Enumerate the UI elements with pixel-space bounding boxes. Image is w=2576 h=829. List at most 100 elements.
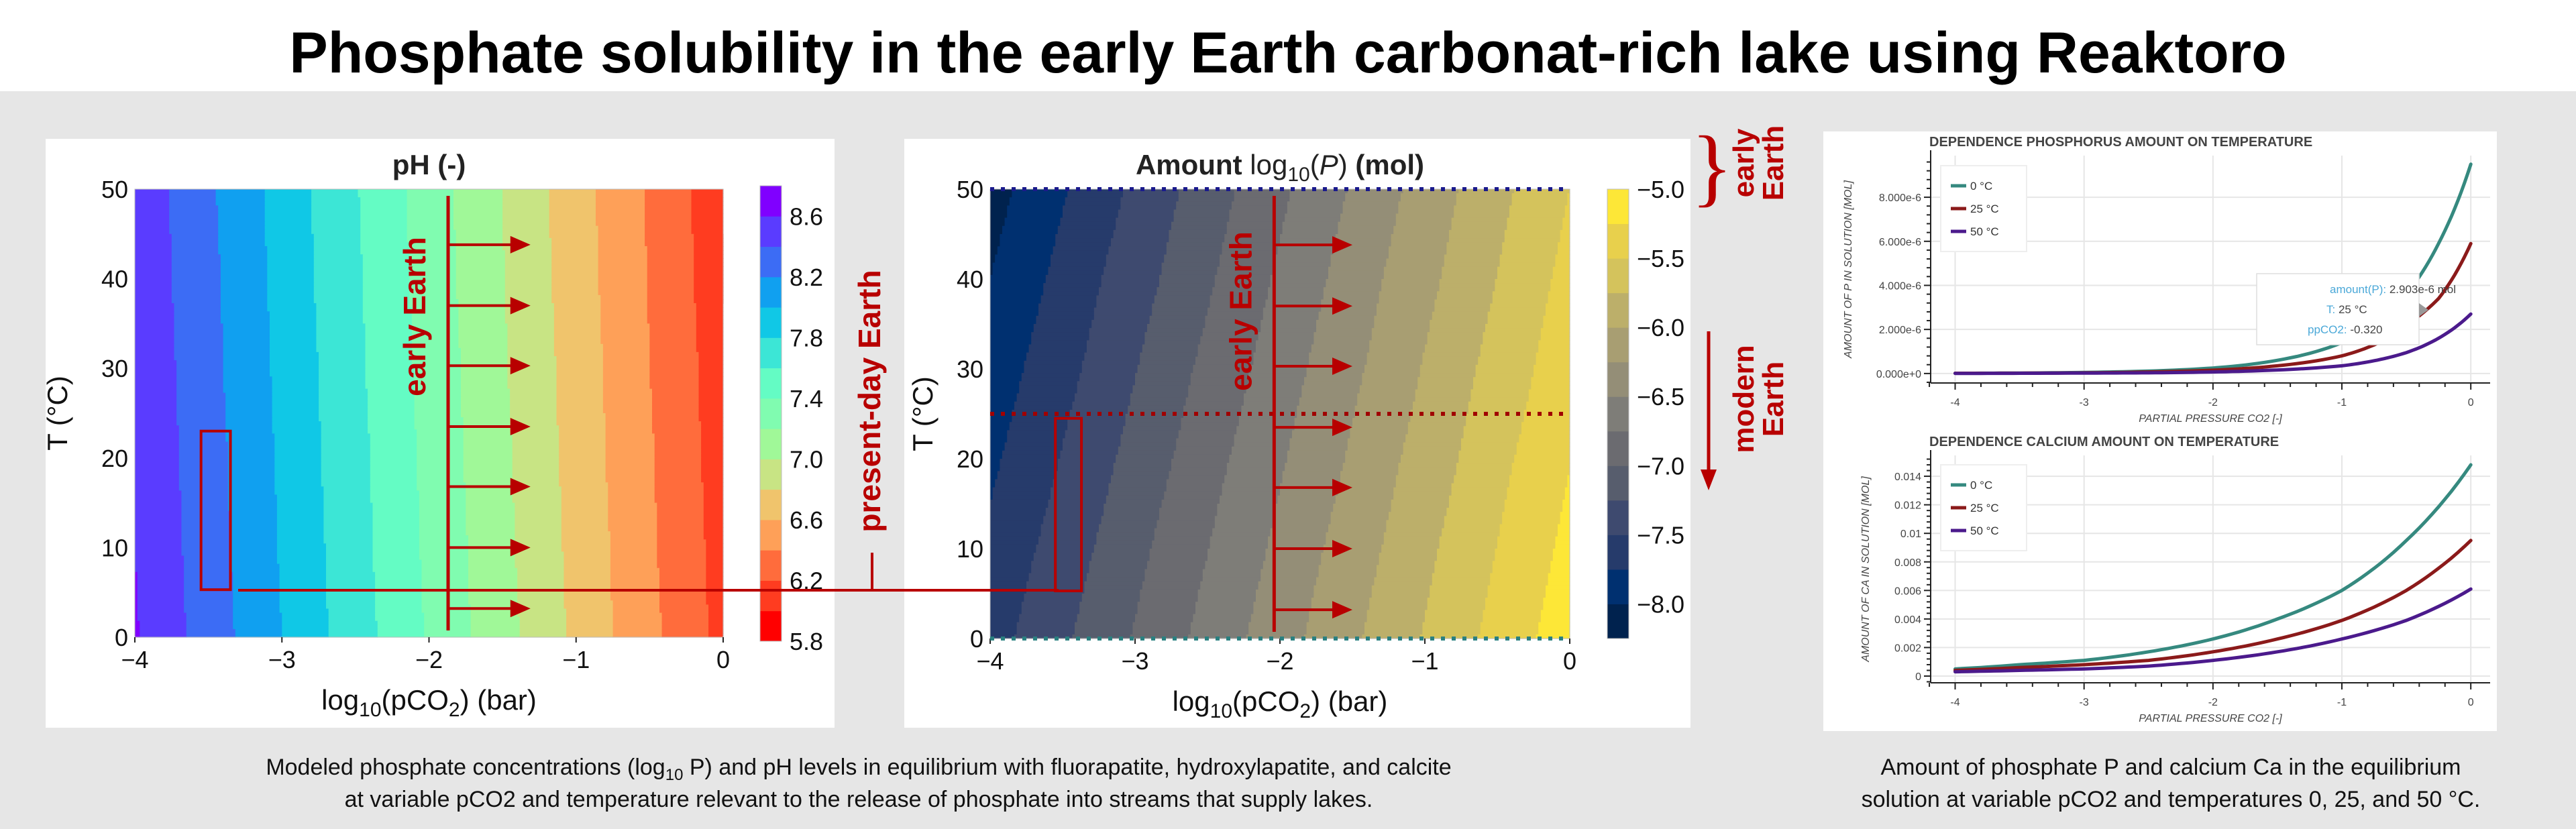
heatmap-cell <box>463 449 513 455</box>
heatmap-cell <box>654 490 704 496</box>
heatmap-cell <box>1091 553 1150 557</box>
heatmap-cell <box>512 449 559 455</box>
heatmap-cell <box>135 518 182 524</box>
heatmap-cell <box>990 499 1049 504</box>
heatmap-cell <box>319 372 366 377</box>
heatmap-cell <box>272 421 322 426</box>
heatmap-cell <box>409 303 459 308</box>
heatmap-cell <box>1297 405 1356 410</box>
heatmap-cell <box>321 474 371 479</box>
heatmap-cell <box>694 237 724 243</box>
heatmap-cell <box>549 217 596 223</box>
heatmap-cell <box>135 527 182 532</box>
heatmap-cell <box>1140 589 1199 594</box>
legend-label: 25 °C <box>1970 203 1999 215</box>
heatmap-cell <box>135 388 177 394</box>
heatmap-cell <box>223 376 273 381</box>
heatmap-cell <box>362 290 410 296</box>
heatmap-cell <box>694 299 724 304</box>
heatmap-cell <box>1468 405 1527 410</box>
heatmap-cell <box>468 543 515 548</box>
colorbar-band <box>1607 223 1629 259</box>
heatmap-cell <box>990 463 1000 467</box>
amount-panel <box>1823 131 2497 731</box>
heatmap-cell <box>1040 299 1097 305</box>
heatmap-cell <box>417 433 464 439</box>
heatmap-cell <box>1437 295 1493 300</box>
heatmap-cell <box>1422 626 1481 631</box>
heatmap-cell <box>652 396 699 402</box>
heatmap-cell <box>652 404 699 410</box>
heatmap-cell <box>1318 315 1375 321</box>
heatmap-cell <box>311 217 361 223</box>
heatmap-cell <box>1036 319 1092 325</box>
heatmap-cell <box>1089 565 1148 570</box>
y-tick-label: 0.002 <box>1894 643 1921 654</box>
heatmap-cell <box>556 364 604 369</box>
heatmap-cell <box>701 457 724 463</box>
heatmap-cell <box>1051 491 1109 496</box>
heatmap-cell <box>323 527 374 532</box>
arrow-right-icon <box>510 235 531 254</box>
heatmap-cell <box>654 465 702 471</box>
heatmap-cell <box>1285 217 1341 223</box>
heatmap-cell <box>1000 459 1059 463</box>
heatmap-cell <box>461 392 511 398</box>
heatmap-cell <box>230 523 278 528</box>
heatmap-cell <box>1543 319 1570 325</box>
heatmap-cell <box>561 498 608 504</box>
heatmap-cell <box>515 531 562 536</box>
heatmap-cell <box>1313 585 1373 590</box>
heatmap-cell <box>1567 201 1570 206</box>
heatmap-cell <box>1434 307 1491 313</box>
heatmap-cell <box>1154 528 1213 533</box>
heatmap-cell <box>135 433 180 439</box>
heatmap-cell <box>1190 630 1249 635</box>
heatmap-cell <box>276 531 324 536</box>
heatmap-cell <box>368 400 415 406</box>
heatmap-cell <box>279 600 327 605</box>
heatmap-cell <box>365 347 413 353</box>
heatmap-cell <box>1132 389 1189 394</box>
side-early-label: early <box>1727 128 1760 197</box>
x-axis-label-part: 2 <box>449 699 460 721</box>
heatmap-cell <box>1480 352 1537 357</box>
heatmap-cell <box>186 612 233 618</box>
heatmap-cell <box>1169 229 1228 235</box>
heatmap-cell <box>694 258 724 263</box>
heatmap-cell <box>186 624 233 630</box>
heatmap-cell <box>1253 356 1309 362</box>
heatmap-cell <box>1555 262 1570 268</box>
heatmap-cell <box>270 311 317 316</box>
heatmap-cell <box>1425 614 1483 619</box>
heatmap-cell <box>553 339 601 345</box>
heatmap-cell <box>1444 520 1503 525</box>
tooltip-row: T: 25 °C <box>2326 303 2367 316</box>
heatmap-cell <box>1454 475 1510 480</box>
heatmap-cell <box>1268 544 1324 549</box>
heatmap-cell <box>272 425 322 430</box>
heatmap-cell <box>1120 438 1177 443</box>
heatmap-cell <box>276 498 324 504</box>
heatmap-cell <box>135 299 172 304</box>
heatmap-cell <box>270 368 319 373</box>
heatmap-cell <box>645 197 692 202</box>
heatmap-cell <box>1393 487 1452 492</box>
heatmap-cell <box>1381 287 1440 292</box>
heatmap-cell <box>1301 389 1360 394</box>
heatmap-cell <box>372 514 420 520</box>
heatmap-cell <box>218 229 266 235</box>
heatmap-cell <box>468 596 518 601</box>
heatmap-cell <box>135 600 138 605</box>
heatmap-cell <box>1234 434 1293 439</box>
heatmap-cell <box>1031 565 1090 570</box>
heatmap-cell <box>169 217 219 223</box>
heatmap-cell <box>1132 385 1189 390</box>
heatmap-cell <box>407 221 454 227</box>
arrow-right-icon <box>1332 357 1352 375</box>
heatmap-cell <box>135 396 177 402</box>
heatmap-cell <box>218 225 266 231</box>
heatmap-cell <box>1222 242 1281 247</box>
heatmap-cell <box>502 233 550 239</box>
heatmap-cell <box>1318 311 1377 317</box>
